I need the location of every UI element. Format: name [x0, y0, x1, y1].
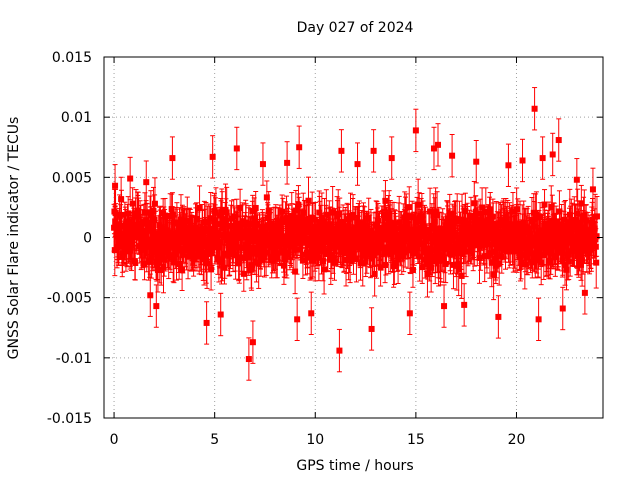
- marker: [111, 247, 118, 254]
- marker: [321, 218, 328, 225]
- marker: [118, 211, 125, 218]
- marker: [124, 248, 131, 255]
- marker: [203, 260, 210, 267]
- marker: [132, 259, 139, 266]
- marker: [350, 211, 357, 218]
- marker: [237, 204, 244, 211]
- marker: [308, 257, 315, 264]
- marker: [458, 272, 465, 279]
- marker: [146, 258, 153, 265]
- marker: [265, 207, 272, 214]
- marker: [129, 200, 136, 207]
- marker: [250, 245, 257, 252]
- marker: [268, 220, 275, 227]
- marker: [176, 261, 183, 268]
- marker: [279, 216, 286, 223]
- marker: [247, 246, 254, 253]
- marker: [212, 209, 219, 216]
- marker: [141, 209, 148, 216]
- marker: [331, 259, 338, 266]
- marker: [371, 270, 378, 277]
- marker: [237, 226, 244, 233]
- marker: [327, 229, 334, 236]
- marker: [152, 230, 159, 237]
- marker: [321, 266, 328, 273]
- marker: [344, 216, 351, 223]
- marker: [202, 219, 209, 226]
- marker: [218, 256, 225, 263]
- marker: [272, 247, 279, 254]
- marker: [263, 194, 270, 201]
- marker: [336, 219, 343, 226]
- marker: [217, 238, 224, 245]
- marker: [141, 260, 148, 267]
- marker: [173, 251, 180, 258]
- marker: [179, 266, 186, 273]
- marker: [340, 219, 347, 226]
- marker: [125, 210, 132, 217]
- marker: [193, 241, 200, 248]
- marker: [283, 215, 290, 222]
- marker: [305, 197, 312, 204]
- marker: [184, 217, 191, 224]
- data-points: [111, 87, 600, 381]
- marker: [373, 222, 380, 229]
- marker: [236, 258, 243, 265]
- marker: [222, 219, 229, 226]
- marker: [159, 249, 166, 256]
- marker: [409, 267, 416, 274]
- marker: [156, 222, 163, 229]
- marker: [349, 235, 356, 242]
- marker: [299, 257, 306, 264]
- marker: [156, 244, 163, 251]
- marker: [382, 197, 389, 204]
- marker: [373, 249, 380, 256]
- marker: [232, 252, 239, 259]
- marker: [273, 254, 280, 261]
- marker: [179, 251, 186, 258]
- marker: [292, 268, 299, 275]
- marker: [281, 255, 288, 262]
- marker: [385, 247, 392, 254]
- marker: [279, 208, 286, 215]
- marker: [196, 253, 203, 260]
- marker: [308, 228, 315, 235]
- marker: [295, 201, 302, 208]
- marker: [158, 267, 165, 274]
- marker: [154, 266, 161, 273]
- marker: [175, 238, 182, 245]
- marker: [196, 204, 203, 211]
- marker: [246, 234, 253, 241]
- marker: [151, 200, 158, 207]
- marker: [117, 223, 124, 230]
- marker: [346, 226, 353, 233]
- marker: [276, 242, 283, 249]
- marker: [343, 236, 350, 243]
- marker: [377, 264, 384, 271]
- marker: [218, 212, 225, 219]
- marker: [223, 209, 230, 216]
- marker: [159, 238, 166, 245]
- marker: [406, 204, 413, 211]
- marker: [253, 221, 260, 228]
- marker: [131, 225, 138, 232]
- marker: [219, 259, 226, 266]
- marker: [347, 256, 354, 263]
- marker: [235, 229, 242, 236]
- marker: [156, 259, 163, 266]
- marker: [381, 230, 388, 237]
- marker: [160, 263, 167, 270]
- marker: [252, 204, 259, 211]
- marker: [415, 201, 422, 208]
- marker: [383, 244, 390, 251]
- marker: [170, 259, 177, 266]
- marker: [381, 213, 388, 220]
- marker: [315, 254, 322, 261]
- marker: [208, 266, 215, 273]
- marker: [168, 206, 175, 213]
- marker: [215, 221, 222, 228]
- marker: [365, 215, 372, 222]
